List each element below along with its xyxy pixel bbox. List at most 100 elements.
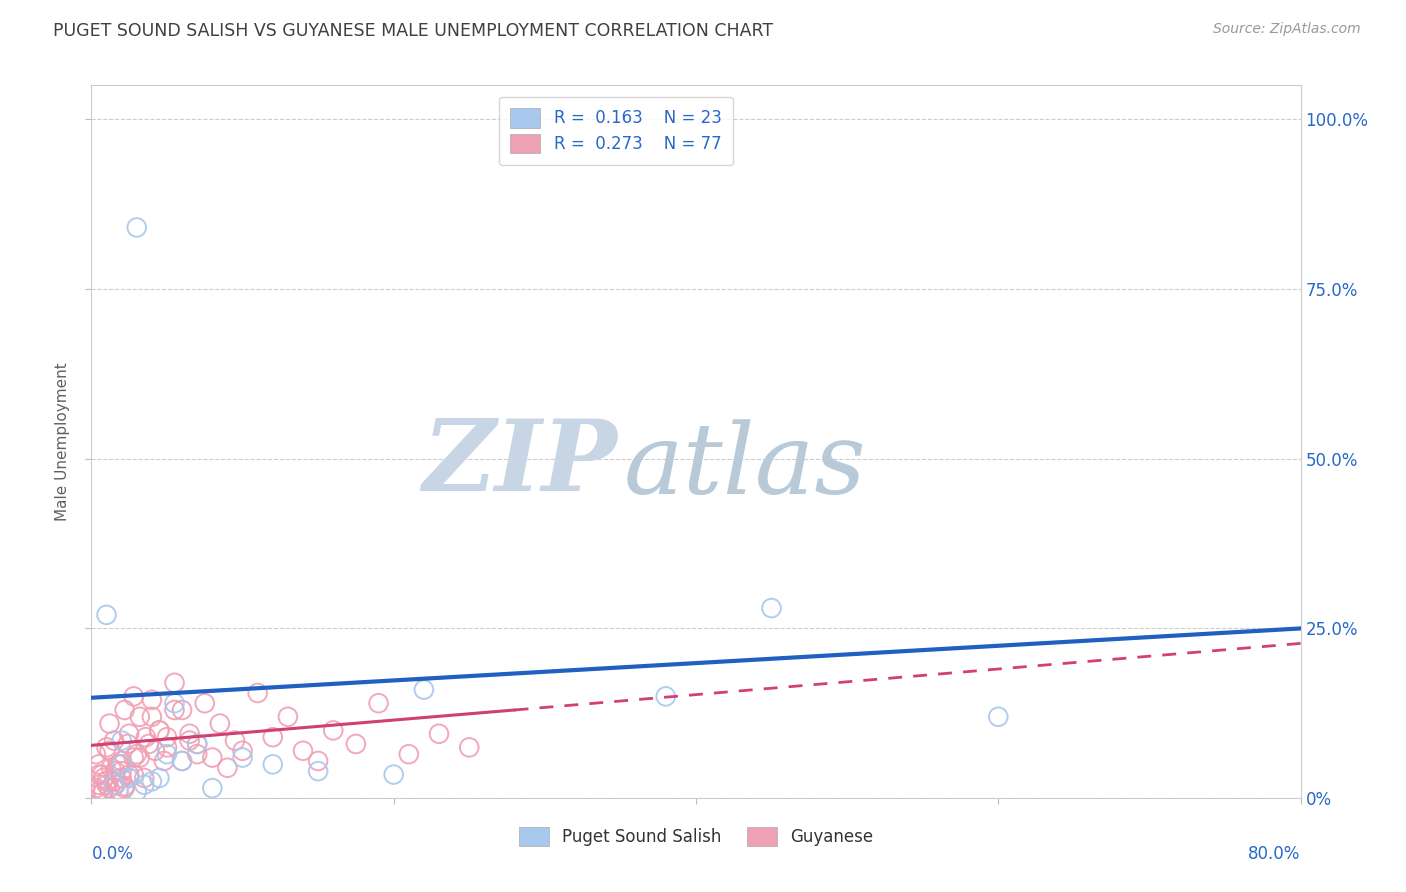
Point <box>262 757 284 772</box>
Point <box>231 744 253 758</box>
Point <box>107 783 129 797</box>
Point <box>125 784 148 798</box>
Text: 80.0%: 80.0% <box>1249 845 1301 863</box>
Point <box>128 710 150 724</box>
Point <box>141 693 163 707</box>
Point <box>172 754 194 768</box>
Point <box>128 750 150 764</box>
Point <box>148 771 170 785</box>
Point <box>84 788 107 802</box>
Point <box>122 690 145 704</box>
Point <box>138 737 160 751</box>
Point <box>114 703 136 717</box>
Point <box>186 747 208 761</box>
Point <box>107 757 129 772</box>
Point <box>111 771 132 785</box>
Point <box>104 764 127 779</box>
Point <box>307 764 329 779</box>
Point <box>186 737 208 751</box>
Point <box>654 690 676 704</box>
Point <box>111 757 132 772</box>
Point <box>87 778 110 792</box>
Point <box>135 730 157 744</box>
Point <box>96 740 118 755</box>
Y-axis label: Male Unemployment: Male Unemployment <box>55 362 70 521</box>
Point <box>96 778 118 792</box>
Point <box>117 737 139 751</box>
Point <box>322 723 344 738</box>
Point <box>277 710 299 724</box>
Point <box>172 754 194 768</box>
Text: PUGET SOUND SALISH VS GUYANESE MALE UNEMPLOYMENT CORRELATION CHART: PUGET SOUND SALISH VS GUYANESE MALE UNEM… <box>53 22 773 40</box>
Point <box>153 754 176 768</box>
Point <box>96 774 118 789</box>
Point <box>186 737 208 751</box>
Point <box>163 675 186 690</box>
Point <box>172 703 194 717</box>
Point <box>122 767 145 781</box>
Point <box>156 740 179 755</box>
Point <box>201 781 224 796</box>
Point <box>118 771 141 785</box>
Point <box>96 607 118 622</box>
Point <box>111 754 132 768</box>
Text: Source: ZipAtlas.com: Source: ZipAtlas.com <box>1213 22 1361 37</box>
Point <box>156 747 179 761</box>
Point <box>427 727 450 741</box>
Point <box>125 747 148 761</box>
Point <box>262 730 284 744</box>
Point <box>118 727 141 741</box>
Point <box>98 781 121 796</box>
Point <box>163 703 186 717</box>
Point <box>398 747 420 761</box>
Point <box>761 601 783 615</box>
Point <box>179 733 201 747</box>
Point <box>224 733 246 747</box>
Point <box>163 696 186 710</box>
Point <box>118 771 141 785</box>
Point <box>93 784 115 798</box>
Point <box>231 750 253 764</box>
Point <box>111 733 132 747</box>
Point <box>208 716 231 731</box>
Point <box>134 771 156 785</box>
Point <box>84 747 107 761</box>
Point <box>458 740 481 755</box>
Point <box>246 686 269 700</box>
Point <box>307 754 329 768</box>
Point <box>201 750 224 764</box>
Point <box>367 696 389 710</box>
Point <box>103 778 125 792</box>
Point <box>413 682 436 697</box>
Point <box>382 767 405 781</box>
Point <box>114 779 136 793</box>
Point <box>91 786 114 800</box>
Point <box>118 767 141 781</box>
Point <box>114 781 136 796</box>
Point <box>87 767 110 781</box>
Point <box>84 781 107 796</box>
Point <box>98 716 121 731</box>
Point <box>148 723 170 738</box>
Point <box>98 744 121 758</box>
Point <box>103 774 125 789</box>
Point <box>87 784 110 798</box>
Point <box>217 761 239 775</box>
Point <box>141 774 163 789</box>
Text: atlas: atlas <box>623 419 866 514</box>
Text: 0.0%: 0.0% <box>91 845 134 863</box>
Point <box>104 778 127 792</box>
Point <box>987 710 1010 724</box>
Point <box>111 764 132 779</box>
Point <box>143 744 166 758</box>
Point <box>156 730 179 744</box>
Point <box>292 744 315 758</box>
Point <box>194 696 217 710</box>
Text: ZIP: ZIP <box>422 415 617 511</box>
Point <box>122 750 145 764</box>
Point <box>87 757 110 772</box>
Point <box>179 727 201 741</box>
Point <box>344 737 367 751</box>
Point <box>91 767 114 781</box>
Point <box>103 733 125 747</box>
